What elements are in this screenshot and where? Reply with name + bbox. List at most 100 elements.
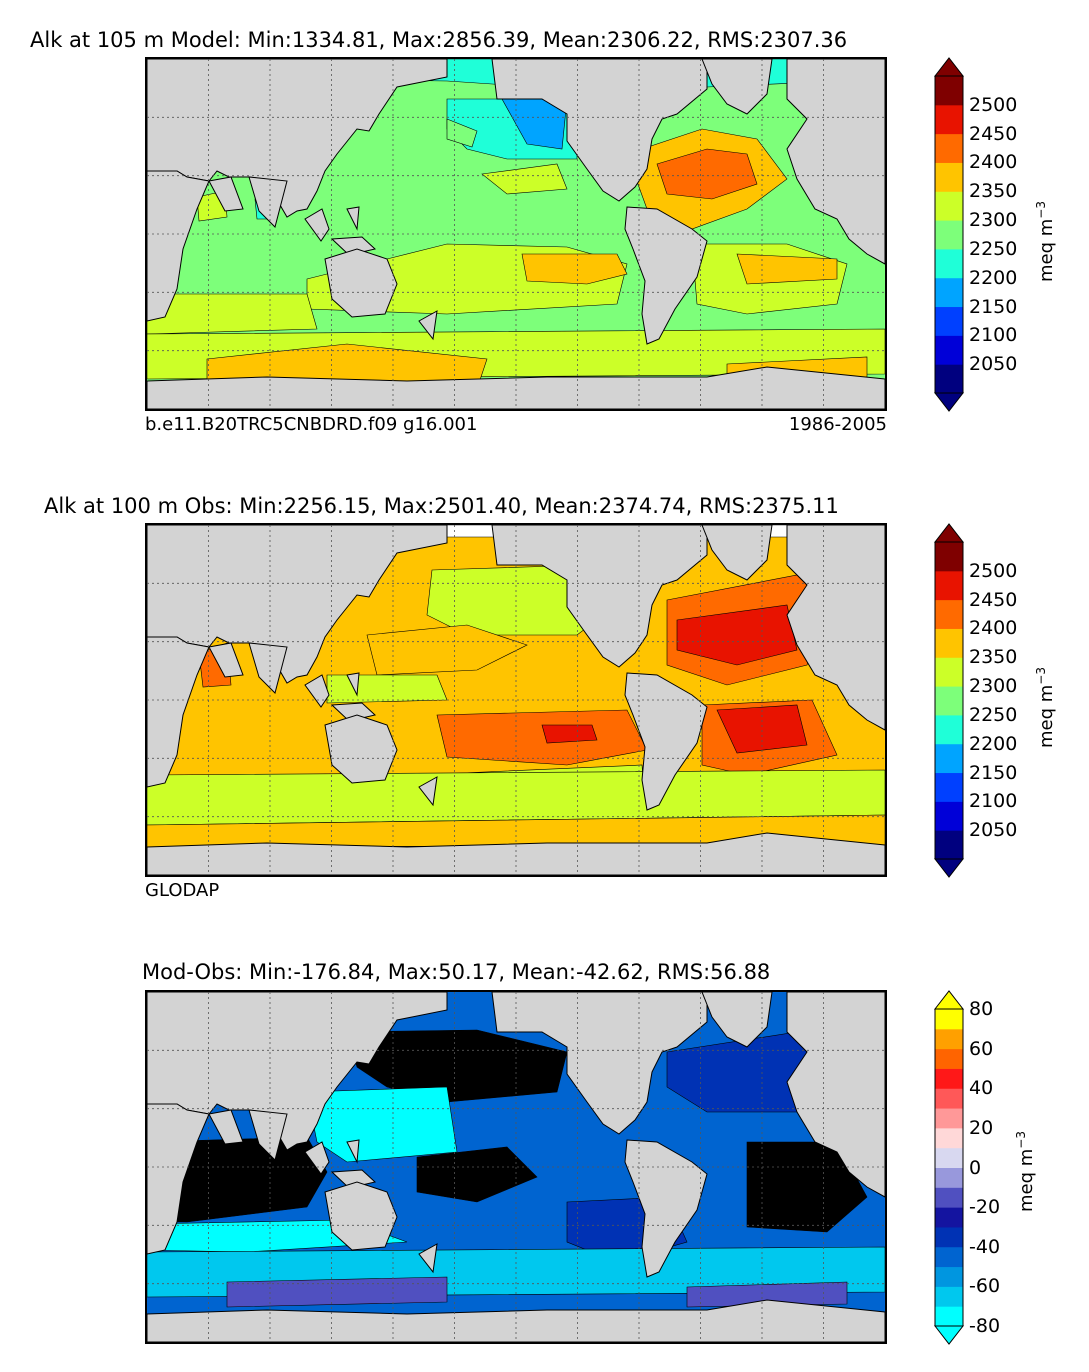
diff-colorbar-swatches [933, 990, 965, 1345]
colorbar-swatch [935, 570, 963, 601]
diff-colorbar [933, 990, 965, 1345]
land-europe-east [786, 992, 885, 1198]
land-south-america [624, 206, 708, 345]
colorbar-swatch [935, 1108, 963, 1129]
land-greenland [701, 525, 773, 581]
land-africa [147, 170, 210, 322]
colorbar-swatch [935, 628, 963, 658]
model-pacific-eq-core [521, 253, 628, 285]
obs-source-label: GLODAP [145, 880, 220, 901]
obs-colorbar [933, 523, 965, 878]
colorbar-tick-label: 2200 [969, 732, 1018, 755]
diff-units-exp: −3 [1014, 1131, 1028, 1149]
colorbar-swatch [935, 1187, 963, 1208]
land-seasia-islands [304, 206, 377, 256]
land-arabia-india [208, 642, 288, 694]
model-atlantic-high-core [656, 148, 758, 200]
diff-contour-map [147, 992, 885, 1342]
colorbar-frame [934, 541, 964, 860]
land-north-america [491, 525, 708, 668]
colorbar-tick-label: -80 [969, 1315, 1001, 1337]
obs-map [145, 523, 887, 877]
colorbar-swatch [935, 1147, 963, 1168]
colorbar-tick-label: 20 [969, 1116, 994, 1139]
colorbar-swatch [935, 830, 963, 860]
colorbar-swatch [935, 133, 963, 163]
colorbar-tick-label: 2250 [969, 703, 1018, 726]
obs-panel: Alk at 100 m Obs: Min:2256.15, Max:2501.… [44, 494, 1057, 901]
colorbar-tick-label: 2150 [969, 761, 1018, 784]
colorbar-tick-label: 80 [969, 998, 994, 1020]
colorbar-tick-label: 2400 [969, 617, 1018, 640]
colorbar-tick-label: 2250 [969, 237, 1018, 260]
diff-pacific-black [416, 1146, 538, 1203]
land-arabia-india [208, 176, 288, 228]
diff-title: Mod-Obs: Min:-176.84, Max:50.17, Mean:-4… [142, 960, 771, 984]
colorbar-tick-label: 2450 [969, 588, 1018, 611]
colorbar-tick-label: 0 [969, 1156, 982, 1179]
colorbar-tick-label: 60 [969, 1037, 994, 1060]
colorbar-tick-label: 2500 [969, 559, 1018, 582]
colorbar-swatch [935, 277, 963, 308]
colorbar-tick-label: 2150 [969, 295, 1018, 318]
colorbar-swatch [935, 714, 963, 745]
colorbar-tick-label: 40 [969, 1077, 994, 1100]
land-africa [147, 636, 210, 788]
land-australia [324, 1181, 438, 1274]
colorbar-swatch [935, 1068, 963, 1089]
diff-cyan-belt [147, 1086, 458, 1253]
colorbar-swatch [935, 1127, 963, 1149]
obs-pacific-eq-outer [436, 709, 648, 766]
colorbar-swatch [935, 1028, 963, 1050]
land-greenland [701, 992, 773, 1048]
colorbar-swatch [935, 1246, 963, 1268]
colorbar-swatch [935, 657, 963, 687]
colorbar-tick-label: 2350 [969, 646, 1018, 669]
colorbar-swatch [935, 743, 963, 774]
land-antarctica [147, 832, 885, 875]
colorbar-tick-label: 2400 [969, 151, 1018, 174]
land-south-america [624, 1139, 708, 1278]
colorbar-swatch [935, 542, 963, 572]
colorbar-swatch [935, 76, 963, 106]
colorbar-swatch [935, 191, 963, 221]
colorbar-swatch [935, 1266, 963, 1287]
model-case-label: b.e11.B20TRC5CNBDRD.f09 g16.001 [145, 414, 478, 435]
colorbar-tick-label: 2500 [969, 93, 1018, 116]
diff-north-pacific-black [346, 1029, 568, 1103]
land-australia [324, 248, 438, 341]
land-africa [147, 1103, 210, 1255]
land-arabia-india [208, 1109, 288, 1161]
colorbar-tick-label: -20 [969, 1196, 1001, 1219]
model-south-atlantic-core [736, 253, 838, 285]
colorbar-swatch [935, 220, 963, 250]
model-pacific-subtropical-high [481, 163, 568, 195]
obs-north-atlantic-core [676, 604, 798, 666]
colorbar-swatch [935, 1306, 963, 1327]
colorbar-tick-label: 2050 [969, 353, 1018, 376]
model-contour-map [147, 59, 885, 409]
colorbar-swatch [935, 1226, 963, 1248]
obs-title: Alk at 100 m Obs: Min:2256.15, Max:2501.… [44, 494, 839, 518]
colorbar-frame [934, 1008, 964, 1327]
colorbar-swatch [935, 686, 963, 716]
land-greenland [701, 59, 773, 115]
colorbar-tick-label: 2450 [969, 122, 1018, 145]
obs-contour-map [147, 525, 885, 875]
model-colorbar [933, 57, 965, 412]
colorbar-swatch [935, 801, 963, 831]
colorbar-tick-label: 2350 [969, 180, 1018, 203]
colorbar-tick-label: 2100 [969, 790, 1018, 813]
colorbar-tick-label: 2050 [969, 819, 1018, 842]
model-title: Alk at 105 m Model: Min:1334.81, Max:285… [30, 28, 848, 52]
colorbar-tick-label: -40 [969, 1235, 1001, 1258]
colorbar-swatch [935, 364, 963, 394]
obs-south-atlantic-core [716, 704, 808, 754]
obs-north-pacific-orange [366, 624, 528, 676]
colorbar-swatch [935, 1207, 963, 1228]
diff-colorbar-units: meq m−3 [1014, 1131, 1037, 1212]
colorbar-swatch [935, 335, 963, 365]
model-panel: Alk at 105 m Model: Min:1334.81, Max:285… [0, 0, 1089, 460]
colorbar-swatch [935, 248, 963, 279]
obs-pacific-eq-core [541, 724, 598, 744]
